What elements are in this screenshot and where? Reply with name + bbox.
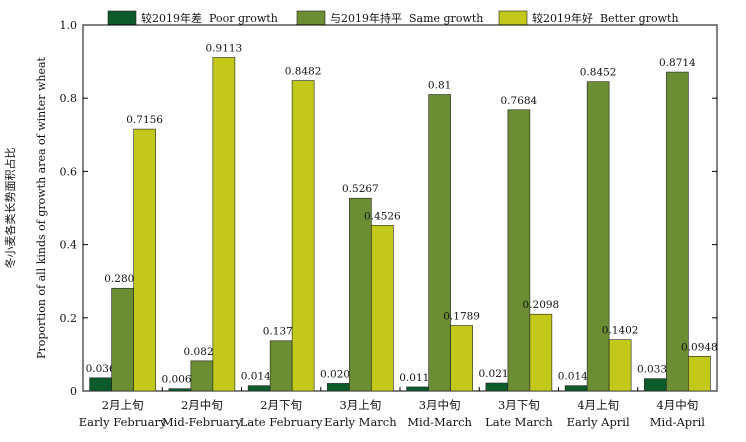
- data-label: 0.81: [428, 80, 451, 92]
- plot-area: 0 0.2 0.4 0.6 0.8 1.0 0.036 0.2808 0.7156 2月上旬 Ear…: [60, 19, 718, 429]
- bar: [327, 383, 350, 392]
- data-label: 0.2098: [523, 299, 560, 311]
- bar: [190, 360, 214, 392]
- data-label: 0.036: [86, 363, 116, 375]
- data-label: 0.8482: [285, 66, 322, 78]
- x-tick-label-cn: 2月中旬: [181, 398, 223, 412]
- data-label: 0.4526: [364, 210, 401, 222]
- y-axis-label-en: Proportion of all kinds of growth area o…: [35, 56, 48, 358]
- x-tick-label-cn: 4月上旬: [577, 398, 619, 412]
- bar: [529, 313, 553, 392]
- data-label: 0.7684: [501, 95, 538, 107]
- bar: [586, 81, 610, 392]
- legend-swatch: [296, 10, 326, 26]
- data-label: 0.9113: [206, 42, 243, 54]
- data-label: 0.1402: [602, 325, 639, 337]
- data-label: 0.1789: [443, 311, 480, 323]
- y-axis-label-cn: 冬小麦各类长势面积占比: [3, 148, 17, 269]
- y-tick-label: 1.0: [60, 19, 78, 32]
- y-tick-label: 0: [70, 385, 77, 398]
- bar: [485, 382, 509, 392]
- y-tick-label: 0.4: [60, 239, 78, 252]
- data-label: 0.5267: [342, 183, 379, 195]
- legend-label: 较2019年好 Better growth: [532, 11, 679, 25]
- x-tick-label-en: Late March: [485, 415, 553, 429]
- bar: [666, 71, 689, 392]
- data-label: 0.2808: [104, 273, 141, 285]
- x-tick-label-cn: 3月中旬: [419, 398, 461, 412]
- data-label: 0.0948: [681, 341, 718, 353]
- bar: [428, 94, 451, 392]
- y-tick-label: 0.2: [60, 312, 78, 325]
- x-tick-label-en: Mid-February: [162, 415, 242, 429]
- legend: 较2019年差 Poor growth 与2019年持平 Same growth 较…: [107, 10, 679, 26]
- bar: [406, 386, 429, 392]
- bar: [111, 287, 134, 392]
- data-label: 0.0111: [399, 372, 436, 384]
- x-tick-label-cn: 3月下旬: [498, 398, 540, 412]
- bar: [168, 388, 192, 392]
- legend-swatch: [498, 10, 528, 26]
- x-tick-label-en: Early April: [567, 415, 630, 429]
- x-tick-label-cn: 3月上旬: [339, 398, 381, 412]
- bar: [269, 340, 293, 392]
- bar: [89, 377, 112, 392]
- y-tick-label: 0.6: [60, 165, 78, 178]
- bar: [349, 197, 372, 392]
- data-label: 0.0338: [637, 364, 674, 376]
- x-tick-label-cn: 4月中旬: [656, 398, 698, 412]
- data-label: 0.0145: [241, 371, 278, 383]
- data-label: 0.1373: [263, 326, 300, 338]
- data-label: 0.0218: [479, 368, 516, 380]
- bar: [212, 57, 236, 392]
- bar: [133, 128, 156, 392]
- data-label: 0.0207: [320, 368, 357, 380]
- data-label: 0.8714: [659, 57, 696, 69]
- bar: [291, 80, 315, 392]
- bar: [371, 225, 394, 392]
- y-tick-label: 0.8: [60, 92, 78, 105]
- x-tick-label-cn: 2月上旬: [102, 398, 144, 412]
- bar: [608, 339, 632, 392]
- bar: [644, 378, 667, 392]
- x-tick-label-en: Mid-April: [650, 415, 706, 429]
- bar: [688, 356, 711, 392]
- legend-label: 与2019年持平 Same growth: [330, 11, 483, 25]
- bar: [247, 385, 271, 392]
- data-label: 0.8452: [580, 67, 617, 79]
- x-tick-label-en: Early March: [324, 415, 397, 429]
- data-label: 0.0824: [184, 346, 221, 358]
- legend-swatch: [107, 10, 137, 26]
- data-label: 0.0146: [558, 371, 595, 383]
- x-tick-label-en: Mid-March: [407, 415, 472, 429]
- x-tick-label-en: Early February: [79, 415, 167, 429]
- y-axis-title: 冬小麦各类长势面积占比 Proportion of all kinds of g…: [3, 56, 48, 358]
- data-label: 0.7156: [126, 114, 163, 126]
- bar: [507, 109, 531, 392]
- legend-label: 较2019年差 Poor growth: [141, 11, 278, 25]
- x-tick-label-cn: 2月下旬: [260, 398, 302, 412]
- bar: [450, 325, 473, 392]
- bar: [564, 385, 588, 392]
- data-label: 0.0063: [162, 374, 199, 386]
- x-tick-label-en: Late February: [240, 415, 323, 429]
